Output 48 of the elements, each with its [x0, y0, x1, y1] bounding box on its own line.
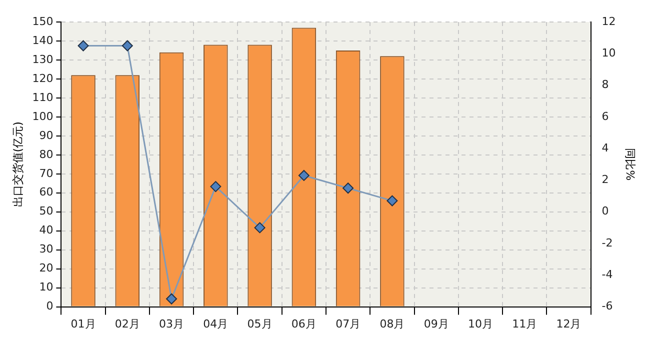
point: [122, 40, 133, 52]
x-tick-label: 03月: [159, 317, 184, 330]
y2-tick-label: 6: [602, 110, 609, 123]
y2-tick-label: 8: [602, 78, 609, 92]
point: [386, 195, 398, 206]
point: [210, 181, 222, 192]
point: [254, 222, 266, 234]
x-tick-label: 10月: [468, 317, 493, 330]
point: [342, 182, 354, 194]
y-tick-label: 30: [39, 242, 54, 256]
y2-tick-label: -4: [602, 268, 613, 282]
y-tick-label: 150: [32, 14, 54, 28]
x-tick-label: 08月: [380, 317, 405, 330]
y-tick-label: 0: [46, 300, 54, 313]
y-axis-title: 出口交货值(亿元): [11, 122, 24, 208]
y2-tick-label: 4: [602, 141, 609, 154]
x-tick-label: 05月: [247, 317, 272, 330]
y-tick-label: 70: [39, 166, 54, 180]
y-tick-label: 130: [32, 52, 54, 66]
y-tick-label: 20: [39, 262, 54, 275]
point: [166, 293, 178, 304]
y-tick-label: 40: [39, 224, 54, 237]
y2-tick-label: -2: [602, 236, 613, 250]
x-tick-label: 02月: [114, 317, 140, 330]
y-tick-label: 90: [39, 128, 54, 142]
x-tick-label: 06月: [291, 317, 316, 330]
y2-tick-label: 12: [602, 14, 616, 28]
point: [298, 170, 310, 181]
y2-tick-label: 0: [602, 204, 609, 218]
y-tick-label: 140: [32, 34, 54, 47]
y2-axis-title: 同比%: [624, 148, 637, 181]
y2-tick-label: -6: [602, 300, 613, 313]
y-tick-label: 60: [39, 186, 54, 199]
y-tick-label: 110: [32, 90, 54, 104]
y2-tick-label: 2: [602, 173, 609, 186]
y-tick-label: 100: [32, 110, 54, 123]
x-tick-label: 11月: [512, 317, 538, 330]
x-tick-label: 09月: [424, 317, 449, 330]
y-tick-label: 120: [32, 72, 54, 85]
x-tick-label: 01月: [70, 317, 96, 330]
point: [78, 40, 89, 52]
y-tick-label: 50: [39, 204, 54, 218]
x-tick-label: 12月: [556, 317, 582, 330]
y2-tick-label: 10: [602, 46, 616, 60]
y-tick-label: 10: [39, 280, 54, 294]
x-tick-label: 07月: [336, 317, 361, 330]
x-tick-label: 04月: [203, 317, 228, 330]
y-tick-label: 80: [39, 148, 54, 161]
